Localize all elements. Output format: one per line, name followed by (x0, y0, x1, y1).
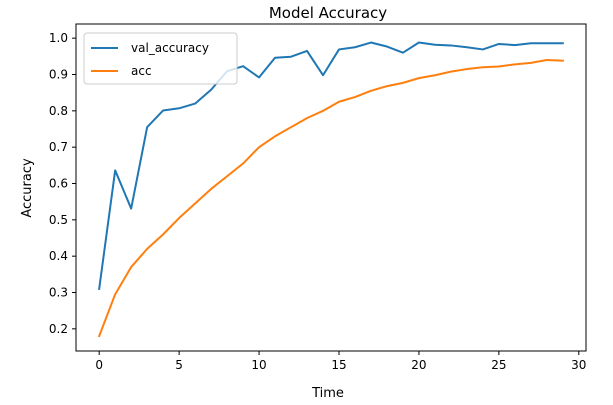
y-tick-label: 0.5 (49, 213, 68, 227)
y-tick-label: 0.2 (49, 322, 68, 336)
y-tick-label: 0.4 (49, 249, 68, 263)
legend-box (83, 32, 238, 85)
x-tick-label: 15 (331, 358, 346, 372)
legend-label-acc: acc (131, 64, 152, 78)
chart-title: Model Accuracy (269, 4, 387, 22)
x-tick-label: 5 (175, 358, 183, 372)
legend: val_accuracy acc (83, 32, 238, 85)
x-tick-label: 10 (251, 358, 266, 372)
y-tick-label: 0.8 (49, 104, 68, 118)
x-tick-label: 30 (571, 358, 586, 372)
y-tick-label: 0.7 (49, 140, 68, 154)
x-axis-label: Time (311, 386, 344, 401)
x-axis: 0 5 10 15 20 25 30 (95, 351, 586, 372)
x-tick-label: 25 (491, 358, 506, 372)
y-axis-label: Accuracy (20, 158, 35, 218)
plot-area-frame (75, 23, 587, 352)
series-line-val-accuracy (98, 41, 564, 290)
legend-label-val-accuracy: val_accuracy (131, 41, 209, 55)
y-tick-label: 0.6 (49, 177, 68, 191)
y-tick-label: 0.9 (49, 68, 68, 82)
x-tick-label: 0 (95, 358, 103, 372)
x-tick-label: 20 (411, 358, 426, 372)
y-tick-label: 1.0 (49, 31, 68, 45)
series-lines (97, 41, 564, 338)
y-tick-label: 0.3 (49, 286, 68, 300)
y-axis: 0.2 0.3 0.4 0.5 0.6 0.7 0.8 0.9 1.0 (49, 31, 76, 336)
series-line-acc (97, 58, 564, 338)
